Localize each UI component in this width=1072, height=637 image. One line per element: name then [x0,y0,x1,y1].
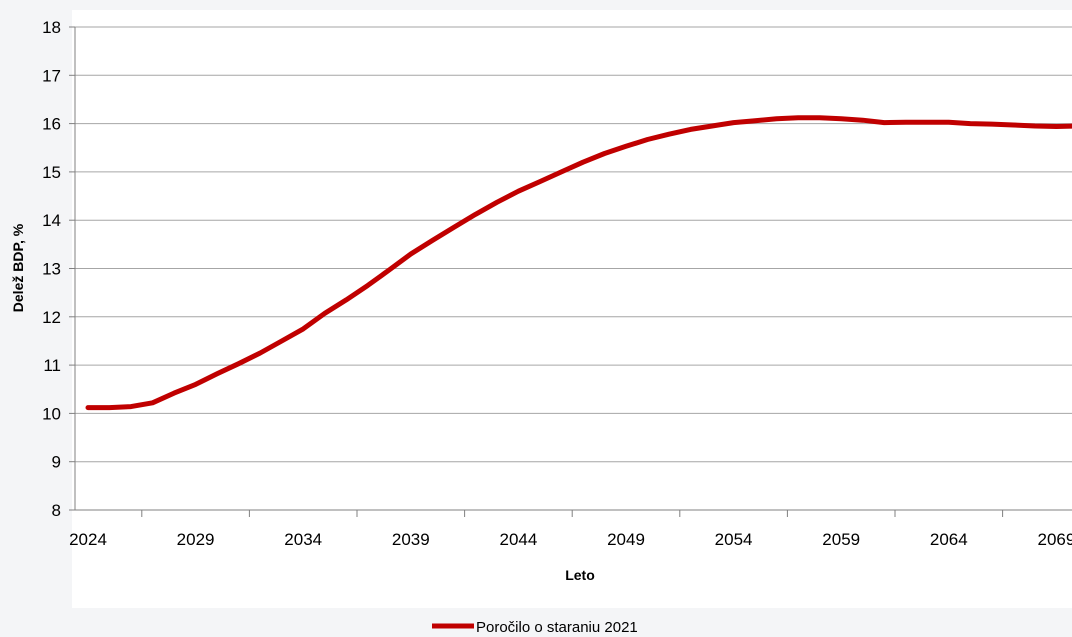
x-axis-label: Leto [565,567,595,583]
y-tick-label: 16 [42,115,61,134]
y-tick-label: 9 [52,453,61,472]
y-tick-label: 15 [42,163,61,182]
y-axis-label: Delež BDP, % [10,223,26,312]
x-tick-label: 2024 [69,530,107,549]
y-tick-label: 12 [42,308,61,327]
x-tick-label: 2069 [1037,530,1072,549]
x-tick-label: 2059 [822,530,860,549]
x-tick-label: 2064 [930,530,968,549]
y-tick-label: 13 [42,260,61,279]
x-tick-label: 2034 [284,530,322,549]
x-tick-label: 2054 [715,530,753,549]
y-tick-label: 8 [52,501,61,520]
x-tick-label: 2029 [177,530,215,549]
y-tick-label: 18 [42,18,61,37]
y-tick-label: 11 [43,356,61,375]
plot-panel [72,10,1072,608]
y-tick-label: 17 [42,66,61,85]
x-tick-label: 2049 [607,530,645,549]
x-tick-label: 2044 [499,530,537,549]
legend-label: Poročilo o staranju 2021 [476,619,638,632]
y-tick-label: 10 [42,404,61,423]
y-tick-label: 14 [42,211,61,230]
x-tick-label: 2039 [392,530,430,549]
